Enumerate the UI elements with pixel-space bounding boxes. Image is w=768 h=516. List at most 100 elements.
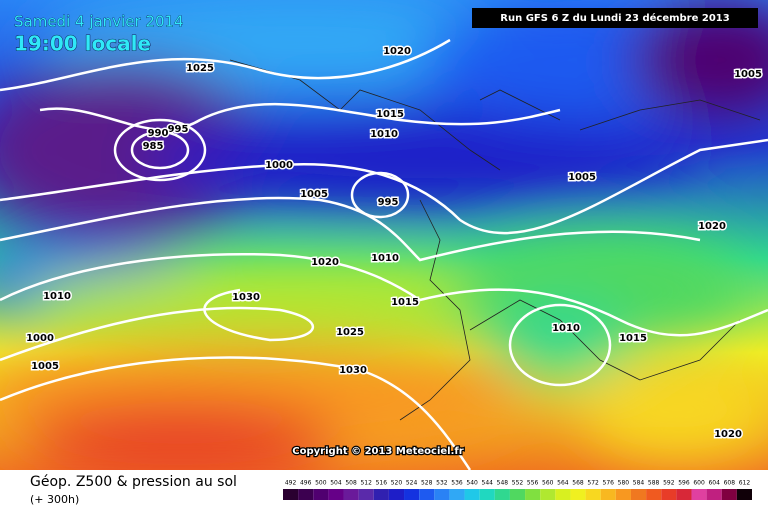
legend-swatch — [373, 489, 389, 500]
legend-label: 560 — [542, 480, 554, 487]
isobar-label: 995 — [378, 197, 399, 208]
legend-swatch — [646, 489, 662, 500]
isobar — [0, 196, 701, 262]
isobar — [0, 356, 472, 470]
legend-label: 580 — [618, 480, 630, 487]
legend-label: 572 — [587, 480, 599, 487]
isobar-label: 1005 — [734, 69, 762, 80]
legend-swatch — [555, 489, 571, 500]
legend-swatch — [479, 489, 495, 500]
isobar-label: 1030 — [232, 292, 260, 303]
legend-swatch — [298, 489, 314, 500]
legend-label: 492 — [285, 480, 297, 487]
legend-swatch — [283, 489, 299, 500]
legend-label: 600 — [693, 480, 705, 487]
legend-label: 524 — [406, 480, 418, 487]
legend-label: 592 — [663, 480, 675, 487]
legend-swatch — [540, 489, 556, 500]
footer-lead: (+ 300h) — [30, 493, 79, 506]
legend-swatch — [358, 489, 374, 500]
legend-label: 608 — [724, 480, 736, 487]
isobar-labels: 1025102010059959909851015101010001005995… — [25, 45, 764, 442]
coastline — [229, 59, 761, 421]
legend-swatch — [661, 489, 677, 500]
legend-label: 512 — [360, 480, 372, 487]
run-box — [472, 8, 758, 28]
legend-label: 496 — [300, 480, 312, 487]
isobar — [39, 102, 561, 131]
isobar-label: 1020 — [714, 429, 742, 440]
legend-label: 564 — [557, 480, 569, 487]
legend-swatch — [600, 489, 616, 500]
isobar — [350, 171, 410, 219]
legend-label: 548 — [497, 480, 509, 487]
forecast-time: 19:00 locale — [14, 32, 151, 56]
isobar-label: 1010 — [552, 323, 580, 334]
legend-swatch — [404, 489, 420, 500]
legend-label: 544 — [482, 480, 494, 487]
isobar-label: 1025 — [336, 327, 364, 338]
forecast-date: Samedi 4 janvier 2014 — [14, 13, 184, 31]
isobar — [0, 38, 451, 92]
isobar-label: 1010 — [371, 253, 399, 264]
isobar-label: 1005 — [31, 361, 59, 372]
isobar — [0, 252, 768, 337]
isobar — [0, 288, 314, 362]
isobar — [130, 130, 190, 170]
legend-label: 552 — [512, 480, 524, 487]
isobar-label: 990 — [148, 128, 169, 139]
legend-swatch — [313, 489, 329, 500]
legend-swatch — [464, 489, 480, 500]
legend-swatch — [585, 489, 601, 500]
isobar — [0, 138, 768, 235]
isobar-label: 1005 — [300, 189, 328, 200]
legend-label: 568 — [572, 480, 584, 487]
isobar-label: 1010 — [43, 291, 71, 302]
legend-label: 556 — [527, 480, 539, 487]
legend-swatch — [343, 489, 359, 500]
run-info: Run GFS 6 Z du Lundi 23 décembre 2013 — [500, 12, 729, 24]
isobar-label: 1010 — [370, 129, 398, 140]
isobar-label: 1015 — [391, 297, 419, 308]
legend-label: 532 — [436, 480, 448, 487]
legend-label: 540 — [466, 480, 478, 487]
legend-swatch — [721, 489, 737, 500]
legend-label: 528 — [421, 480, 433, 487]
legend-swatch — [434, 489, 450, 500]
legend-label: 504 — [330, 480, 342, 487]
isobar — [113, 118, 207, 182]
legend-swatch — [736, 489, 752, 500]
legend-swatch — [328, 489, 344, 500]
legend-label: 520 — [391, 480, 403, 487]
isobar-label: 1005 — [568, 172, 596, 183]
legend-swatch — [494, 489, 510, 500]
isobar-label: 1030 — [339, 365, 367, 376]
isobar-label: 1000 — [26, 333, 54, 344]
isobar-label: 1025 — [186, 63, 214, 74]
field — [0, 0, 768, 470]
legend-swatch — [570, 489, 586, 500]
isobar-label: 1000 — [265, 160, 293, 171]
legend-swatch — [706, 489, 722, 500]
isobar-label: 985 — [143, 141, 164, 152]
isobar-label: 1020 — [383, 46, 411, 57]
legend-swatch — [691, 489, 707, 500]
legend-swatch — [615, 489, 631, 500]
isobar-label: 1020 — [311, 257, 339, 268]
isobar-label: 1020 — [698, 221, 726, 232]
isobar-label: 995 — [168, 124, 189, 135]
legend-swatch — [676, 489, 692, 500]
isobar-label: 1015 — [376, 109, 404, 120]
legend-swatch — [509, 489, 526, 500]
copyright: Copyright © 2013 Meteociel.fr — [292, 446, 463, 457]
legend-label: 536 — [451, 480, 463, 487]
legend-label: 596 — [678, 480, 690, 487]
isobar-label: 1015 — [619, 333, 647, 344]
legend-label: 516 — [376, 480, 388, 487]
legend-swatch — [525, 489, 541, 500]
legend-swatch — [630, 489, 647, 500]
isobar — [508, 303, 612, 387]
legend-label: 500 — [315, 480, 327, 487]
legend-swatch — [388, 489, 405, 500]
